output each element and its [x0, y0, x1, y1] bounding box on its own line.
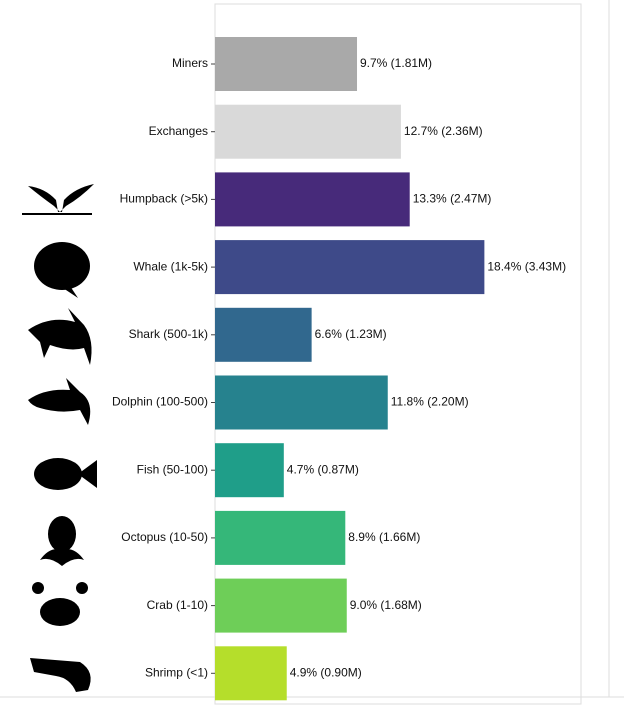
value-label: 6.6% (1.23M) [315, 327, 387, 341]
value-label: 4.9% (0.90M) [290, 665, 362, 679]
icon-crab-claw [32, 582, 44, 594]
y-tick-label: Octopus (10-50) [121, 530, 208, 544]
bar [215, 443, 284, 498]
value-label: 9.0% (1.68M) [350, 598, 422, 612]
y-tick-label: Miners [172, 56, 208, 70]
bar [215, 375, 388, 430]
bar [215, 240, 485, 295]
icon-whale-tail [60, 286, 78, 298]
y-tick-label: Shark (500-1k) [129, 327, 208, 341]
value-label: 9.7% (1.81M) [360, 56, 432, 70]
y-tick-label: Whale (1k-5k) [133, 259, 208, 273]
icon-crab [40, 598, 80, 626]
icon-humpback [28, 184, 94, 212]
icon-shark [28, 308, 92, 365]
bar [215, 578, 347, 633]
y-tick-label: Humpback (>5k) [120, 192, 208, 206]
y-tick-label: Dolphin (100-500) [112, 395, 208, 409]
icon-water [22, 213, 92, 215]
value-label: 8.9% (1.66M) [348, 530, 420, 544]
y-tick-label: Shrimp (<1) [145, 665, 208, 679]
value-label: 11.8% (2.20M) [391, 395, 469, 409]
bar [215, 172, 410, 227]
icon-octopus-arms [40, 549, 84, 566]
y-tick-label: Crab (1-10) [147, 598, 208, 612]
icon-shrimp [30, 658, 91, 692]
icon-whale [34, 242, 90, 290]
value-label: 4.7% (0.87M) [287, 462, 359, 476]
icon-fish-tail [78, 460, 97, 488]
y-tick-label: Exchanges [149, 124, 208, 138]
icon-dolphin [28, 378, 91, 425]
bar [215, 104, 401, 159]
value-label: 12.7% (2.36M) [404, 124, 483, 138]
icon-fish [34, 458, 82, 490]
value-label: 13.3% (2.47M) [413, 192, 492, 206]
icons [22, 184, 97, 692]
value-label: 18.4% (3.43M) [487, 259, 566, 273]
bar [215, 37, 358, 91]
bar [215, 510, 346, 565]
y-tick-label: Fish (50-100) [137, 462, 208, 476]
bar [215, 646, 287, 701]
icon-octopus [48, 516, 76, 552]
bar [215, 307, 312, 362]
icon-crab-claw [76, 582, 88, 594]
